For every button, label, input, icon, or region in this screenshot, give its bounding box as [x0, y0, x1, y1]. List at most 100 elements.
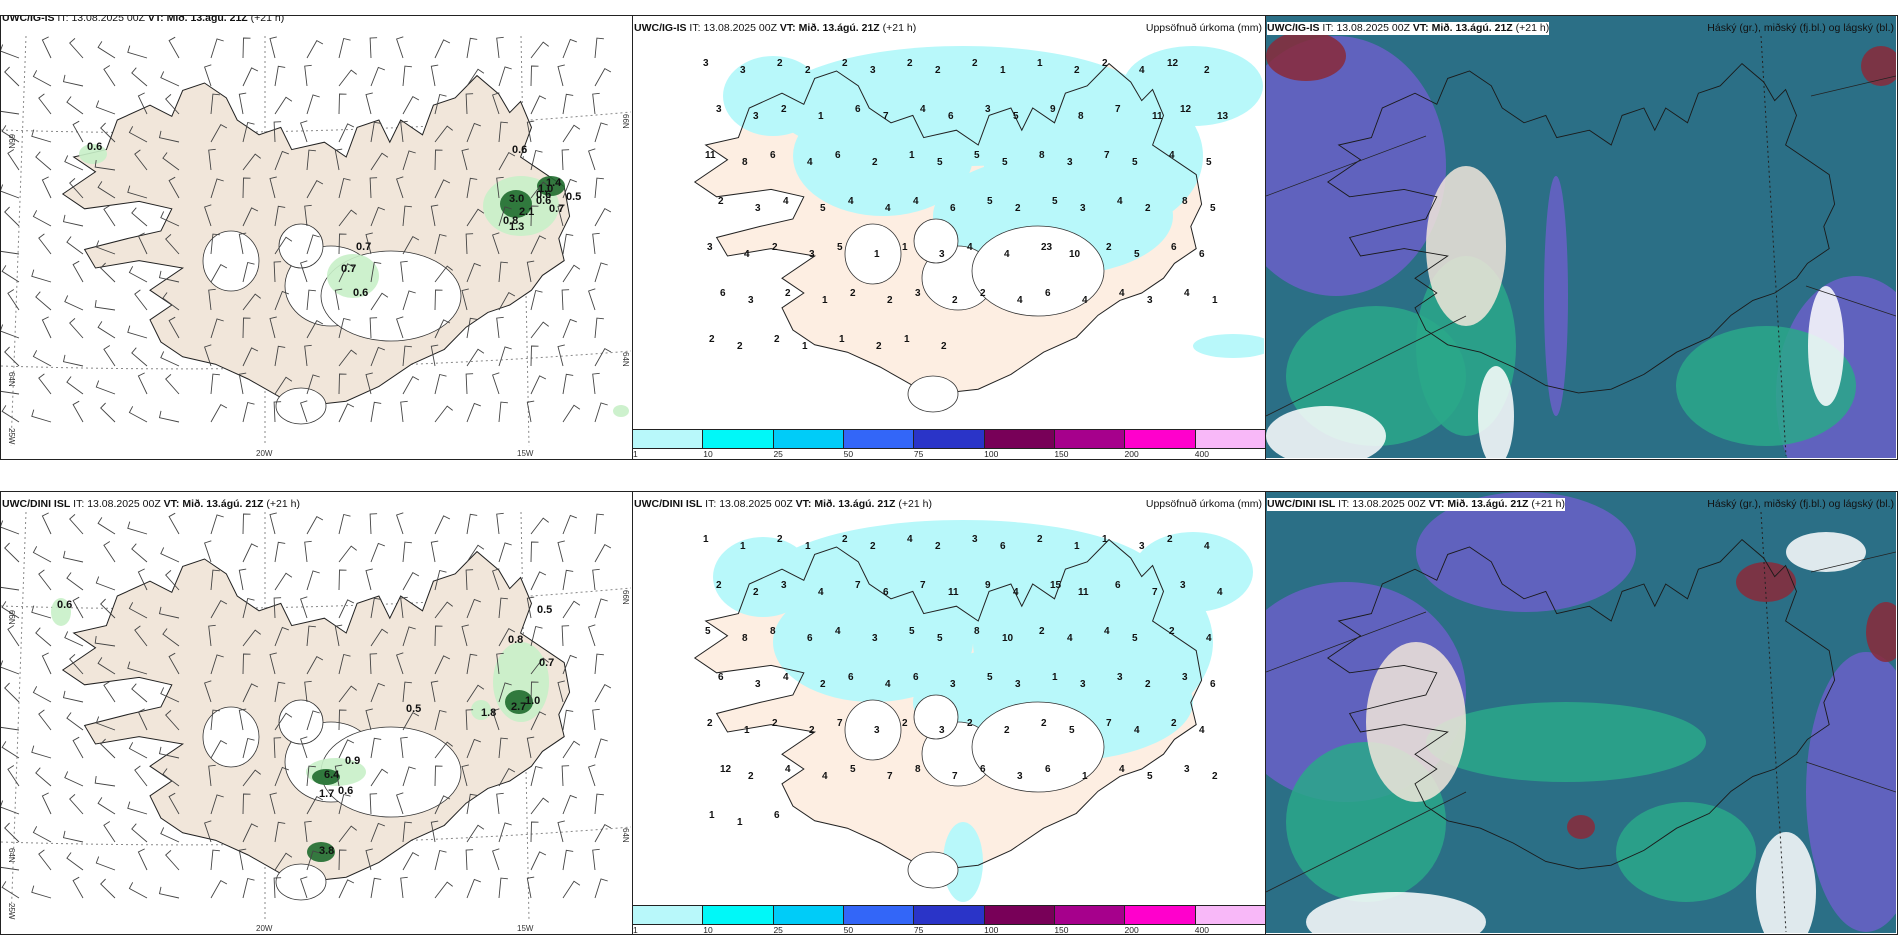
- wind-barb: [306, 795, 324, 815]
- wind-barb: [210, 709, 220, 731]
- precip-value-label: 7: [920, 580, 926, 591]
- wind-barb: [32, 826, 52, 843]
- cloud-map[interactable]: [1266, 16, 1896, 458]
- wind-barb: [461, 148, 469, 171]
- wind-barb: [402, 65, 412, 87]
- wind-barb: [103, 205, 116, 227]
- wind-barb: [370, 682, 385, 703]
- wind-barb: [72, 120, 84, 143]
- precip-value-label: 2: [1004, 725, 1010, 736]
- wind-barb: [306, 765, 316, 787]
- wind-barb: [562, 404, 581, 423]
- precip-value-label: 6: [1115, 580, 1121, 591]
- wind-barb: [242, 737, 255, 759]
- precip-value-label: 0.5: [566, 191, 581, 203]
- wind-barb: [594, 793, 604, 815]
- wind-barb: [4, 822, 20, 843]
- lat-label: 66N: [621, 114, 630, 129]
- wind-barb: [103, 65, 116, 87]
- colorbar-segment: [633, 430, 704, 448]
- wind-barb: [466, 68, 485, 87]
- wind-barb: [530, 681, 539, 703]
- precip-value-label: 5: [1052, 196, 1058, 207]
- precip-value-label: 2: [842, 534, 848, 545]
- wind-barb: [588, 764, 596, 787]
- wind-barb: [1, 881, 20, 899]
- precip-value-label: 4: [913, 196, 919, 207]
- wind-barb: [594, 823, 612, 843]
- glacier: [907, 851, 959, 889]
- wind-barb: [137, 708, 148, 731]
- wind-barb: [127, 801, 148, 815]
- precip-value-label: 2: [772, 718, 778, 729]
- wind-barb: [466, 793, 478, 815]
- wind-barb: [64, 155, 84, 171]
- wind-barb: [370, 542, 385, 563]
- precip-value-label: 4: [807, 157, 813, 168]
- precip-value-label: 4: [1217, 587, 1223, 598]
- precip-value-label: 5: [705, 626, 711, 637]
- wind-barb: [466, 738, 481, 759]
- wind-barb: [594, 543, 612, 563]
- wind-barb: [338, 709, 347, 731]
- precip-value-label: 2: [1145, 203, 1151, 214]
- lat-label: 64N: [7, 848, 16, 863]
- precip-value-label: 2: [1169, 626, 1175, 637]
- wind-barb: [41, 652, 52, 675]
- precip-value-label: 11: [1152, 111, 1163, 122]
- wind-barb: [97, 181, 116, 199]
- precip-map[interactable]: 1121224236211324223476711941511673458864…: [633, 492, 1264, 904]
- precip-value-label: 6: [835, 150, 841, 161]
- precip-value-label: 2: [876, 341, 882, 352]
- wind-barb: [1, 586, 20, 591]
- wind-barb: [561, 765, 570, 787]
- cloud-map[interactable]: [1266, 492, 1896, 933]
- wind-barb: [41, 792, 52, 815]
- precip-value-label: 3: [809, 249, 815, 260]
- wind-barb: [496, 176, 504, 199]
- wind-barb: [334, 148, 343, 171]
- wind-barb: [466, 402, 481, 423]
- wind-barb: [434, 125, 453, 143]
- wind-barb: [97, 797, 116, 815]
- wind-barb: [4, 542, 20, 563]
- wind-barb: [238, 568, 247, 591]
- wind-map[interactable]: 0.6 0.61.41.03.0 0.50.62.1 0.70.81.30.60.70…: [1, 16, 631, 458]
- precip-value-label: 2: [967, 718, 973, 729]
- wind-barb: [306, 149, 316, 171]
- precip-area: [312, 769, 340, 785]
- wind-barb: [274, 681, 286, 703]
- lon-line-15w: [520, 511, 530, 922]
- wind-barb: [1, 110, 20, 115]
- glacier: [913, 694, 959, 740]
- precip-value-label: 0.9: [345, 755, 360, 767]
- wind-barb: [526, 260, 535, 283]
- wind-barb: [128, 742, 148, 759]
- precip-value-label: 11: [705, 150, 716, 161]
- wind-barb: [465, 373, 474, 395]
- precip-value-label: 6: [774, 810, 780, 821]
- wind-barb: [273, 877, 282, 899]
- precip-map[interactable]: 3322232221122412233216746359871112131186…: [633, 16, 1264, 428]
- wind-barb: [210, 263, 228, 283]
- precip-value-label: 3: [1184, 764, 1190, 775]
- wind-barb: [103, 821, 116, 843]
- wind-barb: [100, 402, 116, 423]
- wind-barb: [530, 375, 547, 395]
- precip-area: [471, 700, 491, 720]
- wind-barb: [430, 64, 439, 87]
- wind-barb: [402, 150, 416, 171]
- precip-value-label: 3: [915, 288, 921, 299]
- precip-value-label: 5: [937, 633, 943, 644]
- precip-value-label: 4: [1204, 541, 1210, 552]
- wind-barb: [530, 321, 549, 339]
- wind-barb: [466, 684, 485, 703]
- wind-barb: [69, 38, 84, 59]
- wind-barb: [210, 403, 228, 423]
- wind-map[interactable]: 0.6 0.5 0.8 0.7 1.02.7 1.8 0.5 0.9 6.4 1.7 0.6 3.8 2…: [1, 492, 631, 933]
- wind-barb: [242, 401, 255, 423]
- wind-barb: [273, 261, 282, 283]
- precip-value-label: 5: [850, 764, 856, 775]
- wind-barb: [338, 93, 347, 115]
- wind-barb: [466, 122, 481, 143]
